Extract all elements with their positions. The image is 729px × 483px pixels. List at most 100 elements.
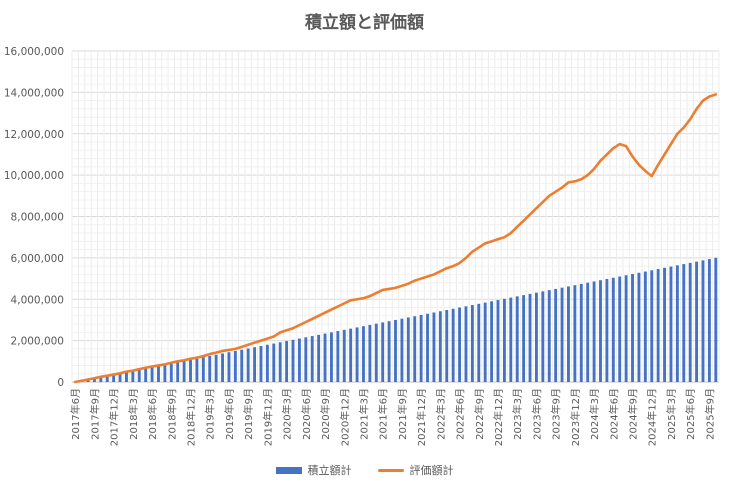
bar-mark [451, 308, 455, 382]
bar-mark [445, 310, 449, 382]
bar-mark [246, 348, 250, 382]
bar-mark [329, 332, 333, 382]
x-tick-label: 2017年9月 [88, 388, 101, 440]
bar-mark [362, 326, 365, 382]
bar-mark [714, 257, 718, 382]
bar-mark [528, 293, 532, 382]
y-tick-label: 4,000,000 [11, 294, 64, 306]
bar-mark [169, 363, 173, 382]
bar-mark [265, 344, 269, 382]
bar-mark [490, 301, 494, 382]
bar-mark [227, 352, 231, 382]
bar-mark [240, 349, 244, 382]
bar-mark [253, 347, 257, 382]
bar-mark [272, 343, 276, 382]
bar-mark [643, 271, 647, 382]
bar-mark [413, 316, 417, 382]
bar-mark [605, 278, 609, 382]
x-tick-label: 2021年9月 [396, 388, 409, 440]
bar-mark [496, 300, 500, 382]
bar-mark [586, 282, 590, 382]
bar-mark [515, 296, 519, 382]
bar-mark [599, 280, 602, 382]
bar-mark [695, 261, 699, 382]
bar-mark [259, 346, 263, 382]
bar-mark [157, 365, 160, 382]
x-tick-label: 2019年6月 [223, 388, 236, 440]
x-tick-label: 2022年3月 [434, 388, 447, 440]
x-tick-label: 2023年9月 [550, 388, 563, 440]
bar-mark [573, 285, 577, 382]
bar-mark [522, 295, 526, 382]
bar-mark [208, 355, 212, 382]
bar-mark [99, 377, 103, 382]
bar-mark [137, 369, 141, 382]
bar-mark [541, 291, 545, 382]
x-tick-label: 2018年6月 [146, 388, 159, 440]
bar-mark [118, 373, 122, 382]
bar-mark [131, 370, 135, 382]
x-tick-label: 2023年12月 [569, 388, 582, 446]
bar-mark [278, 342, 282, 382]
bar-mark [618, 276, 622, 382]
x-tick-label: 2024年12月 [646, 388, 659, 446]
bar-mark [285, 341, 289, 382]
bar-mark [547, 290, 551, 382]
chart-title: 積立額と評価額 [305, 13, 424, 33]
x-tick-label: 2025年9月 [703, 388, 716, 440]
bar-mark [464, 306, 468, 382]
bar-mark [458, 307, 462, 382]
bar-mark [381, 322, 385, 382]
bar-mark [701, 260, 705, 382]
y-tick-label: 2,000,000 [11, 336, 64, 348]
bar-mark [189, 359, 192, 382]
bar-mark [669, 266, 673, 382]
bar-mark [534, 292, 538, 382]
x-tick-label: 2021年3月 [357, 388, 370, 440]
bar-mark [317, 334, 321, 382]
x-tick-label: 2022年9月 [473, 388, 486, 440]
bar-mark [637, 272, 641, 382]
bar-mark [477, 303, 481, 382]
bar-mark [349, 328, 353, 382]
bar-mark [682, 264, 686, 382]
x-tick-label: 2023年6月 [530, 388, 543, 440]
x-tick-label: 2018年12月 [185, 388, 198, 446]
bar-mark [675, 265, 679, 382]
bar-mark [144, 368, 148, 382]
bar-mark [355, 327, 359, 382]
bar-mark [438, 311, 442, 382]
line-series-path [73, 93, 718, 384]
legend-swatch-bar [275, 466, 302, 474]
x-tick-label: 2023年3月 [511, 388, 524, 440]
legend: 積立額計 評価額計 [0, 462, 729, 478]
x-tick-label: 2019年9月 [242, 388, 255, 440]
x-tick-label: 2019年3月 [204, 388, 217, 440]
legend-label-bar: 積立額計 [307, 464, 352, 477]
bar-mark [688, 262, 692, 382]
bar-mark [400, 318, 404, 382]
x-tick-label: 2025年6月 [684, 388, 697, 440]
bar-mark [150, 367, 154, 382]
y-tick-label: 16,000,000 [4, 46, 64, 58]
bar-mark [554, 288, 558, 382]
bar-mark [650, 270, 654, 382]
x-tick-label: 2020年6月 [300, 388, 313, 440]
bar-mark [707, 259, 711, 382]
bar-mark [470, 305, 474, 382]
bar-mark [592, 281, 596, 382]
x-tick-label: 2019年12月 [261, 388, 274, 446]
bar-mark [342, 329, 346, 382]
bar-mark [374, 323, 378, 382]
y-tick-label: 12,000,000 [4, 129, 64, 141]
bar-mark [221, 353, 224, 382]
y-tick-label: 6,000,000 [11, 253, 64, 265]
bar-mark [656, 269, 660, 382]
y-tick-label: 0 [57, 377, 64, 389]
bar-mark [502, 298, 506, 382]
bar-mark [323, 333, 327, 382]
x-tick-label: 2024年3月 [588, 388, 601, 440]
bar-mark [304, 337, 308, 382]
